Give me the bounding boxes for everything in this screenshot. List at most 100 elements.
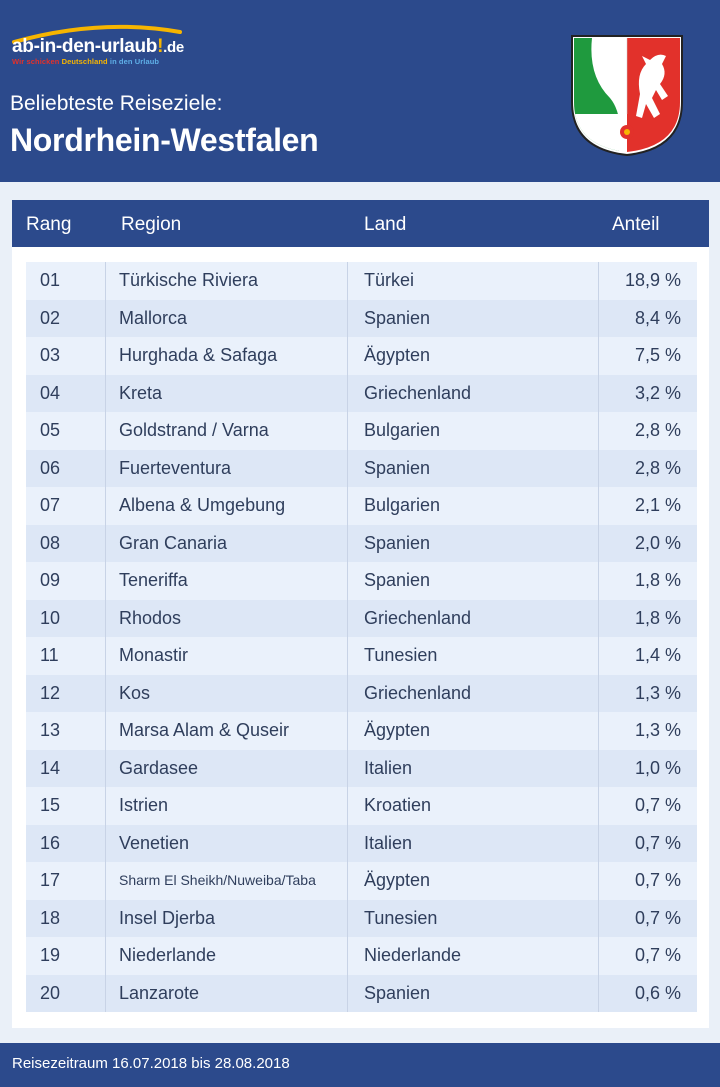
anteil-cell: 0,7 %	[634, 907, 681, 928]
region-cell: Gardasee	[119, 757, 199, 778]
table-row: 18 Insel Djerba Tunesien 0,7 %	[26, 899, 697, 937]
land-cell: Bulgarien	[364, 495, 441, 515]
table-row: 15 Istrien Kroatien 0,7 %	[26, 787, 697, 825]
logo-arc-icon	[12, 24, 182, 44]
table-row: 08 Gran Canaria Spanien 2,0 %	[26, 524, 697, 562]
header-rang: Rang	[26, 214, 72, 235]
anteil-cell: 2,0 %	[634, 532, 681, 553]
anteil-cell: 3,2 %	[634, 382, 681, 403]
ranking-table: Rang Region Land Anteil 01 Türkische Rivi…	[12, 200, 709, 1028]
rang-cell: 16	[40, 832, 61, 853]
rang-cell: 20	[40, 982, 61, 1003]
region-cell: Teneriffa	[119, 570, 188, 590]
logo-tagline: Wir schicken Deutschland in den Urlaub	[12, 57, 160, 66]
table-row: 12 Kos Griechenland 1,3 %	[26, 674, 697, 712]
table-row: 06 Fuerteventura Spanien 2,8 %	[26, 449, 697, 487]
land-cell: Ägypten	[364, 345, 431, 365]
land-cell: Kroatien	[364, 795, 432, 815]
anteil-cell: 1,3 %	[634, 682, 681, 703]
region-cell: Niederlande	[119, 945, 217, 965]
anteil-cell: 0,7 %	[634, 945, 681, 965]
anteil-cell: 1,3 %	[634, 720, 681, 740]
column-divider	[105, 262, 106, 1012]
column-divider	[598, 262, 599, 1012]
rang-cell: 03	[40, 345, 61, 365]
logo-wordmark: ab-in-den-urlaub!.de	[12, 36, 184, 57]
land-cell: Türkei	[364, 270, 415, 290]
land-cell: Spanien	[364, 457, 431, 478]
rang-cell: 07	[40, 495, 61, 515]
anteil-cell: 0,7 %	[634, 870, 681, 890]
table-row: 16 Venetien Italien 0,7 %	[26, 824, 697, 862]
rang-cell: 14	[40, 757, 61, 778]
land-cell: Griechenland	[364, 382, 472, 403]
region-cell: Marsa Alam & Quseir	[119, 720, 290, 740]
table-row: 07 Albena & Umgebung Bulgarien 2,1 %	[26, 487, 697, 525]
rang-cell: 12	[40, 682, 61, 703]
table-row: 13 Marsa Alam & Quseir Ägypten 1,3 %	[26, 712, 697, 750]
region-cell: Lanzarote	[119, 982, 200, 1003]
land-cell: Spanien	[364, 570, 431, 590]
anteil-cell: 1,8 %	[634, 607, 681, 628]
page-title: Nordrhein-Westfalen	[10, 122, 319, 158]
rang-cell: 13	[40, 720, 61, 740]
anteil-cell: 8,4 %	[634, 307, 681, 328]
table-row: 03 Hurghada & Safaga Ägypten 7,5 %	[26, 337, 697, 375]
rang-cell: 15	[40, 795, 61, 815]
table-row: 02 Mallorca Spanien 8,4 %	[26, 299, 697, 337]
land-cell: Tunesien	[364, 907, 438, 928]
rang-cell: 17	[40, 870, 61, 890]
region-cell: Gran Canaria	[119, 532, 228, 553]
travel-period: Reisezeitraum 16.07.2018 bis 28.08.2018	[12, 1055, 290, 1072]
rang-cell: 19	[40, 945, 61, 965]
table-row: 17 Sharm El Sheikh/Nuweiba/Taba Ägypten 0,7…	[26, 862, 697, 900]
region-cell: Mallorca	[119, 307, 188, 328]
table-row: 20 Lanzarote Spanien 0,6 %	[26, 974, 697, 1012]
land-cell: Niederlande	[364, 945, 462, 965]
rang-cell: 10	[40, 607, 61, 628]
rang-cell: 18	[40, 907, 61, 928]
table-header: Rang Region Land Anteil	[12, 200, 709, 247]
header-banner: ab-in-den-urlaub!.de Wir schicken Deutsc…	[0, 0, 720, 182]
header-region: Region	[121, 214, 182, 235]
anteil-cell: 0,7 %	[634, 832, 681, 853]
region-cell: Fuerteventura	[119, 457, 232, 478]
land-cell: Spanien	[364, 307, 431, 328]
table-row: 11 Monastir Tunesien 1,4 %	[26, 637, 697, 675]
header-land: Land	[364, 214, 407, 235]
land-cell: Italien	[364, 757, 413, 778]
region-cell: Hurghada & Safaga	[119, 345, 278, 365]
land-cell: Griechenland	[364, 682, 472, 703]
land-cell: Ägypten	[364, 870, 431, 890]
rang-cell: 06	[40, 457, 61, 478]
rang-cell: 11	[40, 645, 59, 665]
region-cell: Kos	[119, 682, 151, 703]
site-logo[interactable]: ab-in-den-urlaub!.de Wir schicken Deutsc…	[10, 20, 210, 68]
rang-cell: 08	[40, 532, 61, 553]
anteil-cell: 1,4 %	[634, 645, 681, 665]
land-cell: Griechenland	[364, 607, 472, 628]
anteil-cell: 0,7 %	[634, 795, 681, 815]
footer-bar: Reisezeitraum 16.07.2018 bis 28.08.2018	[0, 1043, 720, 1087]
region-cell: Istrien	[119, 795, 169, 815]
region-cell: Venetien	[119, 832, 190, 853]
land-cell: Spanien	[364, 532, 431, 553]
region-cell: Türkische Riviera	[119, 270, 259, 290]
table-row: 14 Gardasee Italien 1,0 %	[26, 749, 697, 787]
table-row: 05 Goldstrand / Varna Bulgarien 2,8 %	[26, 412, 697, 450]
rang-cell: 05	[40, 420, 61, 440]
land-cell: Bulgarien	[364, 420, 441, 440]
region-cell: Monastir	[119, 645, 189, 665]
rang-cell: 01	[40, 270, 61, 290]
region-cell: Goldstrand / Varna	[119, 420, 269, 440]
header-anteil: Anteil	[612, 214, 660, 235]
table-row: 10 Rhodos Griechenland 1,8 %	[26, 599, 697, 637]
land-cell: Tunesien	[364, 645, 438, 665]
table-row: 01 Türkische Riviera Türkei 18,9 %	[26, 262, 697, 300]
anteil-cell: 2,8 %	[634, 457, 681, 478]
region-cell: Insel Djerba	[119, 907, 216, 928]
land-cell: Spanien	[364, 982, 431, 1003]
rang-cell: 09	[40, 570, 61, 590]
rang-cell: 02	[40, 307, 61, 328]
anteil-cell: 2,1 %	[634, 495, 681, 515]
